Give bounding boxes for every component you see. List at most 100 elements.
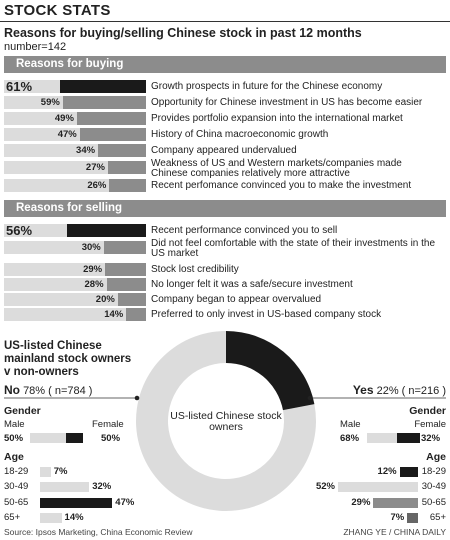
selling-row: 56% Recent performance convinced you to s… <box>4 223 446 238</box>
buying-category-label: History of China macroeconomic growth <box>151 129 329 140</box>
buying-row: 47% History of China macroeconomic growth <box>4 127 446 142</box>
yes-age-category-label: 30-49 <box>421 481 446 492</box>
selling-bar-background <box>4 293 146 306</box>
yes-age-value-label: 12% <box>377 466 397 477</box>
buying-category-label: Recent perfomance convinced you to make … <box>151 180 412 191</box>
buying-bar <box>79 128 146 141</box>
no-female-label: Female <box>92 419 124 430</box>
yes-male-label: Male <box>340 419 361 430</box>
credit-note: ZHANG YE / CHINA DAILY <box>343 527 446 537</box>
buying-category-label: Growth prospects in future for the Chine… <box>151 81 383 92</box>
buying-row: 26% Recent perfomance convinced you to ma… <box>4 178 446 193</box>
buying-value-label: 61% <box>6 79 33 94</box>
selling-category-label: No longer felt it was a safe/secure inve… <box>151 279 353 290</box>
selling-category-label: Did not feel comfortable with the state … <box>151 238 436 259</box>
no-male-value: 50% <box>4 433 24 444</box>
yes-leader-dot <box>307 395 313 401</box>
selling-category-label: Preferred to only invest in US-based com… <box>151 309 382 320</box>
yes-female-bar <box>397 433 420 443</box>
buying-category-label: Weakness of US and Western markets/compa… <box>151 158 402 179</box>
buying-header: Reasons for buying <box>4 56 446 73</box>
buying-row: 49% Provides portfolio expansion into the… <box>4 111 446 126</box>
buying-bar <box>76 112 146 125</box>
no-age-value-label: 7% <box>53 466 68 477</box>
buying-row: 59% Opportunity for Chinese investment in… <box>4 95 446 110</box>
selling-value-label: 20% <box>95 294 115 305</box>
buying-value-label: 49% <box>54 113 74 124</box>
no-label: No <box>4 383 20 397</box>
no-heading: No 78% ( n=784 ) <box>4 383 92 397</box>
yes-female-label: Female <box>414 419 446 430</box>
buying-value-label: 27% <box>85 162 105 173</box>
buying-value-label: 34% <box>76 145 96 156</box>
no-male-label: Male <box>4 419 25 430</box>
selling-value-label: 30% <box>81 242 101 253</box>
selling-row: 29% Stock lost credibility <box>4 262 446 277</box>
buying-value-label: 26% <box>87 180 107 191</box>
no-age-category-label: 50-65 <box>4 497 29 508</box>
donut-slice-yes <box>226 331 315 411</box>
buying-row: 61% Growth prospects in future for the Ch… <box>4 79 446 94</box>
selling-bar <box>117 293 146 306</box>
yes-age-value-label: 7% <box>390 512 405 523</box>
yes-age-bar <box>338 482 418 492</box>
selling-bar <box>106 278 146 291</box>
no-detail: 78% ( n=784 ) <box>23 385 93 397</box>
selling-category-label: Stock lost credibility <box>151 264 239 275</box>
selling-category-label: Recent performance convinced you to sell <box>151 225 338 236</box>
title-rule <box>0 21 450 22</box>
no-age-category-label: 18-29 <box>4 466 29 477</box>
selling-value-label: 14% <box>104 309 124 320</box>
buying-bar <box>98 144 146 157</box>
subtitle: Reasons for buying/selling Chinese stock… <box>4 26 362 40</box>
yes-age-category-label: 65+ <box>429 512 446 523</box>
source-note: Source: Ipsos Marketing, China Economic … <box>4 527 193 537</box>
yes-male-bar <box>367 433 397 443</box>
no-female-bar <box>66 433 83 443</box>
yes-label: Yes <box>352 383 374 397</box>
buying-bar <box>62 96 146 109</box>
yes-age-bar <box>373 498 418 508</box>
no-age-bar <box>40 467 51 477</box>
yes-female-value: 32% <box>421 433 441 444</box>
donut-slice-no <box>136 331 316 512</box>
no-age-value-label: 14% <box>64 512 84 523</box>
yes-age-value-label: 52% <box>315 481 335 492</box>
selling-bar <box>126 308 146 321</box>
no-age-value-label: 32% <box>92 481 112 492</box>
selling-row: 14% Preferred to only invest in US-based … <box>4 307 446 322</box>
no-age-value-label: 47% <box>115 497 135 508</box>
yes-age-heading: Age <box>426 451 446 463</box>
selling-value-label: 56% <box>6 223 33 238</box>
yes-age-category-label: 50-65 <box>421 497 446 508</box>
buying-bar <box>107 161 146 174</box>
buying-value-label: 59% <box>40 97 60 108</box>
buying-row: 34% Company appeared undervalued <box>4 143 446 158</box>
no-male-bar <box>30 433 66 443</box>
selling-value-label: 29% <box>83 264 103 275</box>
yes-heading: Yes 22% ( n=216 ) <box>353 383 446 397</box>
buying-category-label: Company appeared undervalued <box>151 145 297 156</box>
selling-category-label: Company began to appear overvalued <box>151 294 322 305</box>
donut-center-label: US-listed Chinese stock owners <box>170 410 282 433</box>
yes-age-bar <box>407 513 418 523</box>
buying-value-label: 47% <box>57 129 77 140</box>
buying-category-label: Provides portfolio expansion into the in… <box>151 113 403 124</box>
selling-value-label: 28% <box>84 279 104 290</box>
selling-bar <box>105 263 146 276</box>
yes-gender-heading: Gender <box>409 405 446 417</box>
selling-row: 30% Did not feel comfortable with the sta… <box>4 239 446 261</box>
buying-category-label: Opportunity for Chinese investment in US… <box>151 97 423 108</box>
no-age-category-label: 30-49 <box>4 481 29 492</box>
sample-size: number=142 <box>4 41 67 53</box>
selling-bar <box>103 241 146 254</box>
no-gender-heading: Gender <box>4 405 41 417</box>
no-age-bar <box>40 498 113 508</box>
selling-header: Reasons for selling <box>4 200 446 217</box>
selling-bar <box>67 224 146 237</box>
yes-age-category-label: 18-29 <box>421 466 446 477</box>
no-age-bar <box>40 513 62 523</box>
selling-row: 28% No longer felt it was a safe/secure i… <box>4 277 446 292</box>
no-age-category-label: 65+ <box>4 512 21 523</box>
selling-row: 20% Company began to appear overvalued <box>4 292 446 307</box>
